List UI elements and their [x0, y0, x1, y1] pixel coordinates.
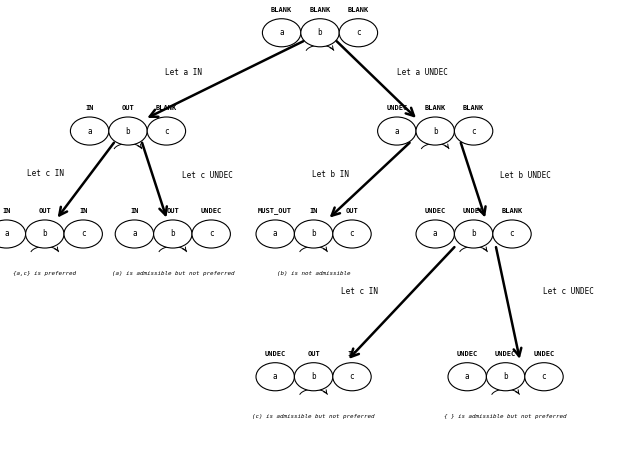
- Text: BLANK: BLANK: [348, 7, 369, 13]
- Circle shape: [333, 220, 371, 248]
- Text: {a,c} is preferred: {a,c} is preferred: [13, 271, 76, 277]
- Text: Let a UNDEC: Let a UNDEC: [397, 68, 447, 77]
- Text: Let b UNDEC: Let b UNDEC: [500, 171, 551, 180]
- Text: OUT: OUT: [346, 208, 358, 214]
- Circle shape: [454, 117, 493, 145]
- Text: BLANK: BLANK: [309, 7, 331, 13]
- Text: (b) is not admissible: (b) is not admissible: [277, 271, 350, 277]
- Text: (c) is admissible but not preferred: (c) is admissible but not preferred: [252, 414, 375, 419]
- Text: BLANK: BLANK: [501, 208, 523, 214]
- Circle shape: [301, 19, 339, 47]
- Text: IN: IN: [348, 351, 356, 357]
- Circle shape: [147, 117, 186, 145]
- Text: a: a: [87, 126, 92, 136]
- Text: a: a: [465, 372, 470, 381]
- Circle shape: [262, 19, 301, 47]
- Text: IN: IN: [79, 208, 88, 214]
- Text: OUT: OUT: [307, 351, 320, 357]
- Text: UNDEC: UNDEC: [264, 351, 286, 357]
- Text: a: a: [394, 126, 399, 136]
- Text: BLANK: BLANK: [463, 105, 484, 111]
- Circle shape: [454, 220, 493, 248]
- Circle shape: [64, 220, 102, 248]
- Text: b: b: [311, 229, 316, 239]
- Text: a: a: [132, 229, 137, 239]
- Circle shape: [333, 363, 371, 391]
- Text: OUT: OUT: [166, 208, 179, 214]
- Text: IN: IN: [309, 208, 318, 214]
- Circle shape: [448, 363, 486, 391]
- Text: UNDEC: UNDEC: [495, 351, 516, 357]
- Text: { } is admissible but not preferred: { } is admissible but not preferred: [444, 414, 567, 419]
- Text: OUT: OUT: [38, 208, 51, 214]
- Text: IN: IN: [85, 105, 94, 111]
- Text: UNDEC: UNDEC: [533, 351, 555, 357]
- Circle shape: [0, 220, 26, 248]
- Circle shape: [339, 19, 378, 47]
- Text: c: c: [471, 126, 476, 136]
- Circle shape: [154, 220, 192, 248]
- Text: c: c: [209, 229, 214, 239]
- Text: Let b IN: Let b IN: [312, 169, 349, 179]
- Text: Let c IN: Let c IN: [27, 168, 64, 178]
- Text: b: b: [125, 126, 131, 136]
- Text: a: a: [273, 229, 278, 239]
- Text: UNDEC: UNDEC: [424, 208, 446, 214]
- Text: Let c IN: Let c IN: [340, 286, 378, 296]
- Text: BLANK: BLANK: [271, 7, 292, 13]
- Text: OUT: OUT: [122, 105, 134, 111]
- Text: b: b: [170, 229, 175, 239]
- Text: c: c: [164, 126, 169, 136]
- Circle shape: [109, 117, 147, 145]
- Text: c: c: [509, 229, 515, 239]
- Text: BLANK: BLANK: [424, 105, 446, 111]
- Text: b: b: [433, 126, 438, 136]
- Circle shape: [416, 220, 454, 248]
- Circle shape: [70, 117, 109, 145]
- Text: b: b: [42, 229, 47, 239]
- Circle shape: [115, 220, 154, 248]
- Circle shape: [192, 220, 230, 248]
- Text: c: c: [349, 372, 355, 381]
- Text: UNDEC: UNDEC: [200, 208, 222, 214]
- Text: a: a: [279, 28, 284, 37]
- Text: Let c UNDEC: Let c UNDEC: [543, 286, 593, 296]
- Text: b: b: [317, 28, 323, 37]
- Text: MUST_OUT: MUST_OUT: [258, 207, 292, 214]
- Text: a: a: [4, 229, 9, 239]
- Text: a: a: [273, 372, 278, 381]
- Text: b: b: [503, 372, 508, 381]
- Text: IN: IN: [2, 208, 11, 214]
- Text: Let c UNDEC: Let c UNDEC: [182, 171, 233, 180]
- Circle shape: [26, 220, 64, 248]
- Text: c: c: [356, 28, 361, 37]
- Text: IN: IN: [130, 208, 139, 214]
- Circle shape: [294, 220, 333, 248]
- Text: b: b: [311, 372, 316, 381]
- Text: c: c: [349, 229, 355, 239]
- Text: Let a IN: Let a IN: [164, 68, 202, 77]
- Text: UNDEC: UNDEC: [386, 105, 408, 111]
- Circle shape: [256, 220, 294, 248]
- Circle shape: [493, 220, 531, 248]
- Text: c: c: [541, 372, 547, 381]
- Circle shape: [294, 363, 333, 391]
- Circle shape: [525, 363, 563, 391]
- Text: UNDEC: UNDEC: [456, 351, 478, 357]
- Circle shape: [256, 363, 294, 391]
- Text: (a) is admissible but not preferred: (a) is admissible but not preferred: [111, 271, 234, 277]
- Text: b: b: [471, 229, 476, 239]
- Text: BLANK: BLANK: [156, 105, 177, 111]
- Circle shape: [416, 117, 454, 145]
- Text: a: a: [433, 229, 438, 239]
- Circle shape: [486, 363, 525, 391]
- Text: c: c: [81, 229, 86, 239]
- Circle shape: [378, 117, 416, 145]
- Text: UNDEC: UNDEC: [463, 208, 484, 214]
